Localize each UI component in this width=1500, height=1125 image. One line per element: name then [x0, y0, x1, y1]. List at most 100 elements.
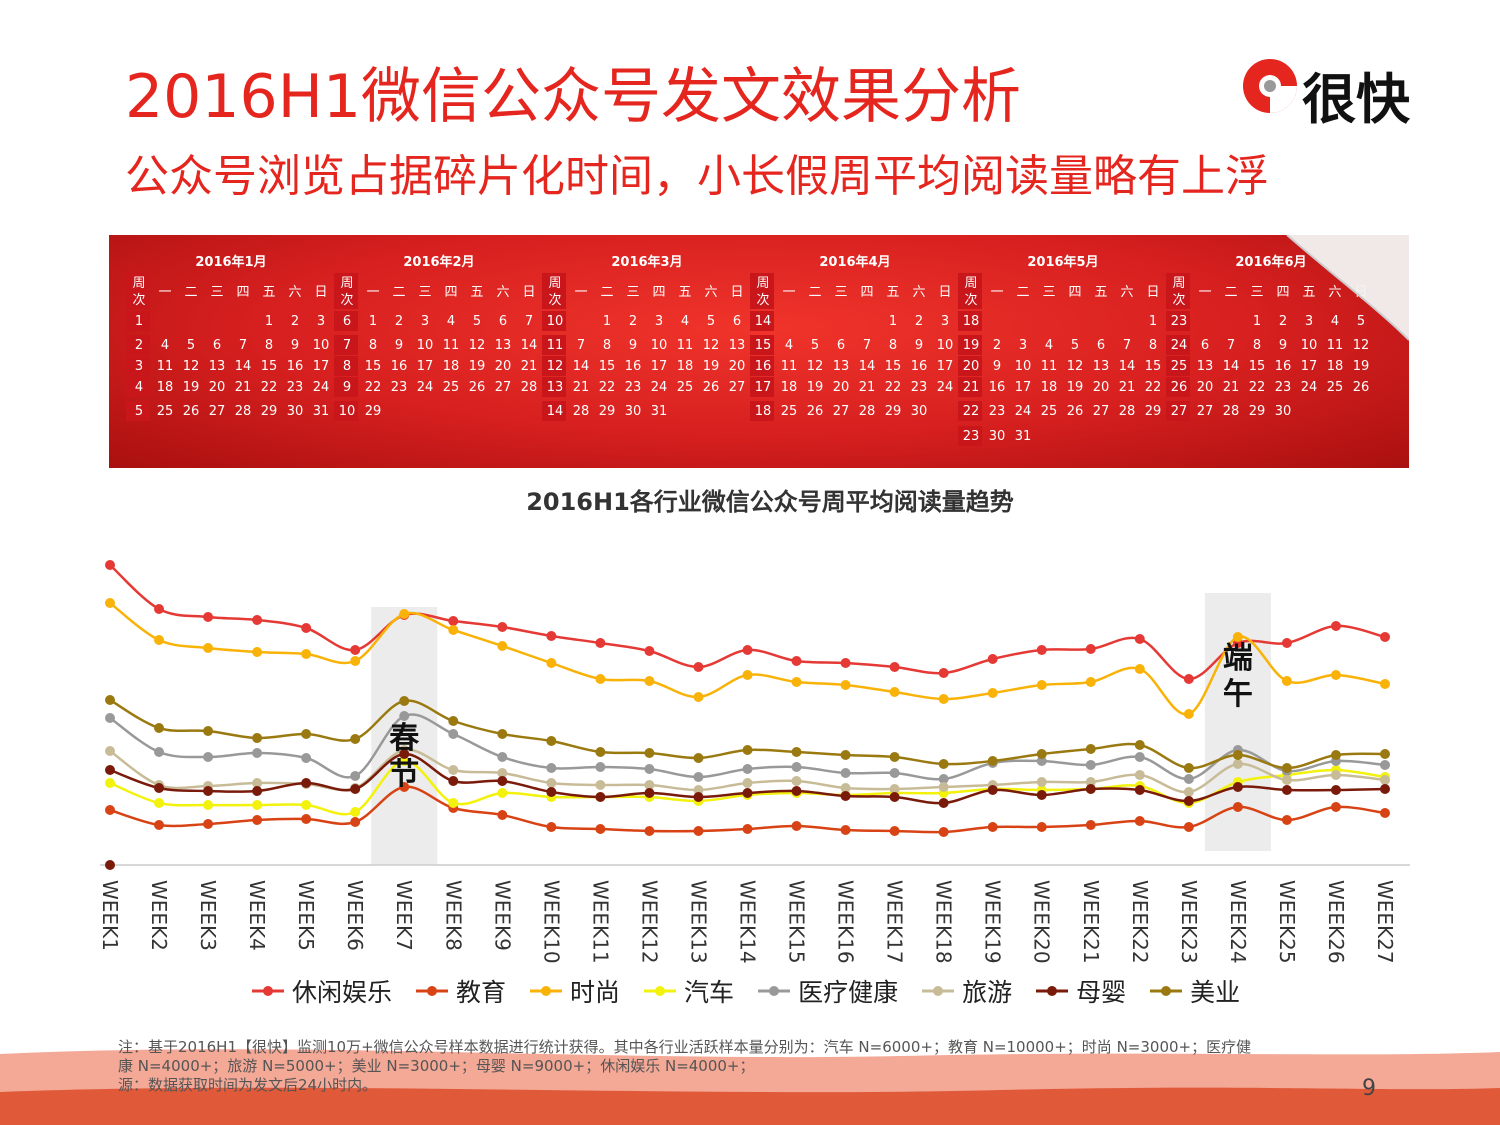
data-point-时尚-WEEK10	[546, 658, 557, 668]
calendar-day: 7	[1123, 338, 1131, 353]
data-point-医疗健康-WEEK13	[693, 772, 704, 782]
calendar-week-number: 14	[755, 314, 772, 329]
calendar-day: 11	[443, 338, 460, 353]
data-point-休闲娱乐-WEEK23	[1183, 674, 1194, 684]
calendar-day: 16	[287, 359, 304, 374]
calendar-weekday-label: 日	[730, 285, 743, 300]
calendar-day: 31	[1015, 429, 1032, 444]
data-point-母婴-WEEK26	[1330, 785, 1341, 795]
legend-label: 时尚	[570, 978, 621, 1007]
data-point-旅游-WEEK9	[497, 768, 508, 778]
data-point-母婴-WEEK21	[1085, 784, 1096, 794]
calendar-day: 18	[1041, 380, 1058, 395]
calendar-week-number-bg	[334, 356, 358, 376]
x-tick-label: WEEK11	[588, 880, 612, 964]
calendar-weekday-label: 三	[418, 285, 431, 300]
calendar-day: 2	[1279, 314, 1287, 329]
calendar-day: 4	[1331, 314, 1339, 329]
calendar-day: 14	[859, 359, 876, 374]
chart-title: 2016H1各行业微信公众号周平均阅读量趋势	[526, 488, 1014, 516]
data-point-教育-WEEK4	[252, 815, 263, 825]
calendar-week-number: 17	[755, 380, 772, 395]
calendar-week-number-bg	[750, 377, 774, 397]
data-point-旅游-WEEK13	[693, 785, 704, 795]
calendar-day: 13	[729, 338, 746, 353]
calendar-week-header-bg	[750, 273, 774, 309]
calendar-day: 25	[157, 404, 174, 419]
calendar-weekday-label: 六	[912, 285, 925, 300]
legend-label: 旅游	[962, 978, 1013, 1007]
page-curl-edge	[1286, 235, 1409, 341]
calendar-day: 9	[291, 338, 299, 353]
data-point-休闲娱乐-WEEK9	[497, 622, 508, 632]
legend-item: 美业	[1148, 973, 1240, 1009]
line-chart: 春节 端午 WEEK1 WEEK2 WEEK3 WEEK4 WEEK5 WEEK6 WEEK7 W…	[98, 560, 1410, 964]
calendar-week-number: 15	[755, 338, 772, 353]
calendar-week-number: 11	[547, 338, 564, 353]
data-point-医疗健康-WEEK14	[742, 764, 753, 774]
calendar-weekday-label: 六	[496, 285, 509, 300]
data-point-母婴-WEEK8	[448, 776, 459, 786]
calendar-day: 29	[1249, 404, 1266, 419]
data-point-母婴-WEEK10	[546, 787, 557, 797]
calendar-day: 11	[677, 338, 694, 353]
calendar-day: 12	[469, 338, 486, 353]
data-point-汽车-WEEK3	[203, 800, 214, 810]
calendar-day: 14	[573, 359, 590, 374]
calendar-weekday-label: 六	[1328, 285, 1341, 300]
calendar-day: 17	[417, 359, 434, 374]
calendar-weekday-label: 日	[1146, 285, 1159, 300]
data-point-教育-WEEK27	[1380, 808, 1390, 818]
calendar-day: 27	[729, 380, 746, 395]
x-tick-label: WEEK22	[1128, 880, 1152, 964]
calendar-weekday-label: 四	[860, 285, 873, 300]
calendar-day: 27	[209, 404, 226, 419]
calendar-week-header: 次	[132, 292, 145, 308]
data-point-美业-WEEK22	[1134, 740, 1145, 750]
calendar-day: 26	[469, 380, 486, 395]
data-point-母婴-WEEK22	[1134, 785, 1145, 795]
calendar-day: 7	[1227, 338, 1235, 353]
calendar-day: 22	[1249, 380, 1266, 395]
calendar-week-number: 4	[135, 380, 143, 395]
calendar-day: 8	[889, 338, 897, 353]
data-point-美业-WEEK11	[595, 747, 606, 757]
calendar-week-number: 20	[963, 359, 980, 374]
x-tick-label: WEEK13	[686, 880, 710, 964]
legend-item: 母婴	[1034, 973, 1126, 1009]
calendar-day: 14	[1119, 359, 1136, 374]
data-point-美业-WEEK18	[938, 759, 949, 769]
calendar-day: 30	[989, 429, 1006, 444]
data-point-旅游-WEEK12	[644, 780, 655, 790]
calendar-week-header: 次	[756, 292, 769, 308]
data-point-教育-WEEK24	[1232, 802, 1243, 812]
x-tick-label: WEEK14	[736, 880, 760, 964]
calendar-day: 1	[265, 314, 273, 329]
data-point-医疗健康-WEEK1	[105, 713, 115, 723]
calendar-week-header: 周	[132, 276, 145, 291]
calendar-weekday-label: 二	[392, 285, 405, 300]
data-point-休闲娱乐-WEEK11	[595, 638, 606, 648]
data-point-时尚-WEEK4	[252, 647, 263, 657]
calendar-day: 2	[291, 314, 299, 329]
calendar-month-label: 2016年6月	[1235, 254, 1306, 270]
data-point-医疗健康-WEEK4	[252, 748, 263, 758]
calendar-day: 14	[1223, 359, 1240, 374]
calendar-weekday-label: 二	[184, 285, 197, 300]
legend-label: 医疗健康	[798, 978, 899, 1007]
calendar-week-number-bg	[958, 356, 982, 376]
calendar-day: 7	[577, 338, 585, 353]
legend-swatch	[252, 986, 284, 996]
calendar-week-number-bg	[334, 311, 358, 331]
calendar-week-header: 次	[1172, 292, 1185, 308]
calendar-week-header-bg	[1166, 273, 1190, 309]
data-point-美业-WEEK23	[1183, 763, 1194, 773]
calendar-week-number: 12	[547, 359, 564, 374]
calendar-day: 15	[261, 359, 278, 374]
legend-swatch	[416, 986, 449, 996]
data-point-汽车-WEEK4	[252, 800, 263, 810]
data-point-教育-WEEK3	[203, 819, 214, 829]
calendar-day: 9	[629, 338, 637, 353]
calendar-day: 31	[651, 404, 668, 419]
calendar-weekday-label: 一	[782, 285, 795, 300]
